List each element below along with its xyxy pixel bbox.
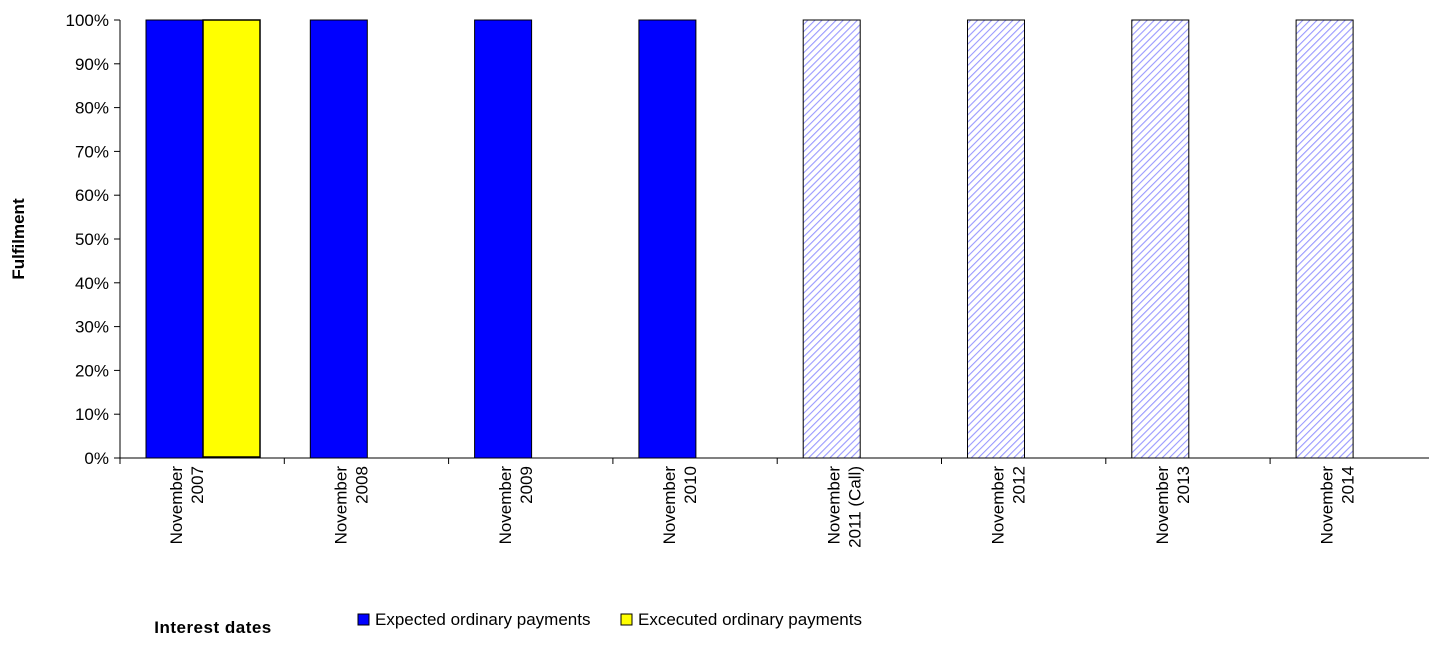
- x-tick-label-line: November: [331, 466, 350, 545]
- x-tick-label-line: November: [824, 466, 843, 545]
- x-tick-label: November 2013: [1153, 466, 1193, 545]
- legend-executed-swatch: [620, 613, 633, 626]
- labels-layer: 0% 10% 20% 30% 40% 50% 60% 70% 80% 90% 100% Novembe…: [66, 11, 1358, 548]
- x-tick-label-line: November: [989, 466, 1008, 545]
- legend-expected-label: Expected ordinary payments: [375, 610, 590, 629]
- legend-executed-label: Excecuted ordinary payments: [638, 610, 862, 629]
- y-tick-label: 90%: [75, 55, 109, 74]
- x-tick-label-line: 2014: [1338, 466, 1357, 504]
- x-tick-label-line: 2011 (Call): [845, 466, 864, 548]
- x-tick-label: November 2012: [989, 466, 1029, 545]
- x-tick-label-line: November: [1153, 466, 1172, 545]
- x-tick-label-line: November: [660, 466, 679, 545]
- bar-expected-8: [1295, 19, 1354, 459]
- x-tick-label-line: 2007: [188, 466, 207, 504]
- bar-expected-6: [967, 19, 1026, 459]
- y-tick-label: 0%: [84, 449, 109, 468]
- bar-expected-4: [638, 19, 697, 459]
- bar-expected-2: [309, 19, 368, 459]
- y-tick-label: 100%: [66, 11, 109, 30]
- x-tick-label-line: 2009: [517, 466, 536, 504]
- bar-expected-1: [145, 19, 204, 459]
- x-tick-label-line: 2010: [681, 466, 700, 504]
- y-tick-label: 70%: [75, 142, 109, 161]
- x-tick-label-line: November: [167, 466, 186, 545]
- bar-expected-5: [802, 19, 861, 459]
- x-tick-label: November 2008: [331, 466, 371, 545]
- x-tick-label-line: November: [496, 466, 515, 545]
- x-tick-label-line: November: [1317, 466, 1336, 545]
- x-tick-label-line: 2012: [1010, 466, 1029, 504]
- x-tick-label-line: 2013: [1174, 466, 1193, 504]
- x-tick-label: November 2011 (Call): [824, 466, 864, 548]
- axes-layer: [114, 19, 1429, 464]
- legend: Expected ordinary payments Excecuted ordi…: [357, 610, 862, 629]
- x-tick-label: November 2014: [1317, 466, 1357, 545]
- bars-layer: [145, 19, 1354, 459]
- bar-expected-3: [474, 19, 533, 459]
- bar-expected-7: [1131, 19, 1190, 459]
- y-axis-title: Fulfilment: [9, 198, 28, 280]
- y-tick-label: 30%: [75, 318, 109, 337]
- y-tick-label: 10%: [75, 405, 109, 424]
- x-axis-title: Interest dates: [154, 618, 272, 637]
- bar-executed-1: [202, 19, 261, 458]
- y-tick-label: 20%: [75, 361, 109, 380]
- legend-expected-swatch: [357, 613, 370, 626]
- x-tick-label: November 2009: [496, 466, 536, 545]
- x-tick-label: November 2010: [660, 466, 700, 545]
- y-tick-label: 40%: [75, 274, 109, 293]
- y-tick-label: 50%: [75, 230, 109, 249]
- x-tick-label-line: 2008: [352, 466, 371, 504]
- y-tick-label: 60%: [75, 186, 109, 205]
- x-tick-label: November 2007: [167, 466, 207, 545]
- y-tick-label: 80%: [75, 99, 109, 118]
